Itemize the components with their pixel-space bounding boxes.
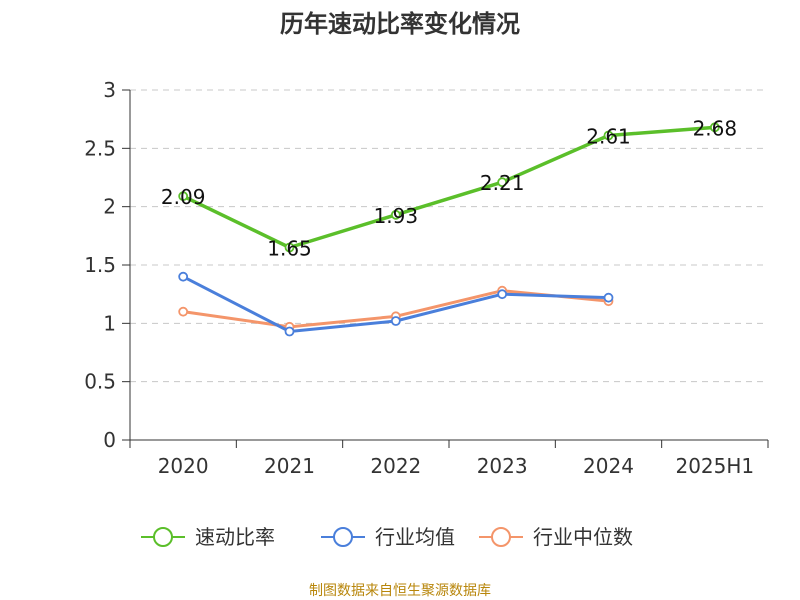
series-point[interactable] [178,306,189,317]
series-point[interactable] [284,326,295,337]
grid-layer [130,89,768,383]
x-tick-label: 2020 [158,454,209,478]
y-tick-label: 2 [103,195,116,219]
legend-label: 行业均值 [375,525,455,549]
series-point[interactable] [390,209,401,220]
x-tick-label: 2024 [583,454,634,478]
data-label: 2.61 [586,125,631,149]
legend-label: 速动比率 [195,525,275,549]
x-tick-label: 2025H1 [675,454,754,478]
series-layer [178,122,720,337]
legend-item[interactable]: 行业均值 [321,525,455,549]
series-point[interactable] [497,289,508,300]
label-layer: 2.09 1.65 1.93 2.21 2.61 2.68 [161,116,737,260]
y-tick-label: 1 [103,311,116,335]
series-point[interactable] [709,122,720,133]
chart-title: 历年速动比率变化情况 [280,10,520,38]
series-line [181,125,717,250]
data-label: 1.93 [374,204,419,228]
x-tick-label: 2022 [370,454,421,478]
y-tick-label: 0 [103,428,116,452]
data-label: 2.21 [480,171,525,195]
data-label: 2.68 [693,116,738,140]
legend[interactable]: 速动比率 行业均值 行业中位数 [141,525,633,549]
legend-item[interactable]: 行业中位数 [479,525,633,549]
y-tick-label: 3 [103,78,116,102]
x-tick-label: 2023 [477,454,528,478]
y-tick-label: 0.5 [84,370,116,394]
legend-swatch-marker [491,527,511,547]
series-point[interactable] [603,292,614,303]
y-tick-label: 2.5 [84,136,116,160]
legend-item[interactable]: 速动比率 [141,525,275,549]
series-point[interactable] [390,316,401,326]
data-label: 1.65 [267,237,312,261]
series-point[interactable] [178,191,189,202]
series-point[interactable] [497,177,508,188]
axis-layer: 0 0.5 1 1.5 2 2.5 3 2020 2021 2022 2023 2024 2025H1 [84,78,769,478]
series-point[interactable] [603,130,614,141]
series-point[interactable] [284,242,295,253]
y-tick-label: 1.5 [84,253,116,277]
x-tick-label: 2021 [264,454,315,478]
data-label: 2.09 [161,185,206,209]
legend-label: 行业中位数 [533,525,633,549]
source-note: 制图数据来自恒生聚源数据库 [309,583,491,599]
legend-swatch-marker [153,527,173,547]
legend-swatch-marker [333,527,353,547]
series-point[interactable] [178,271,189,282]
